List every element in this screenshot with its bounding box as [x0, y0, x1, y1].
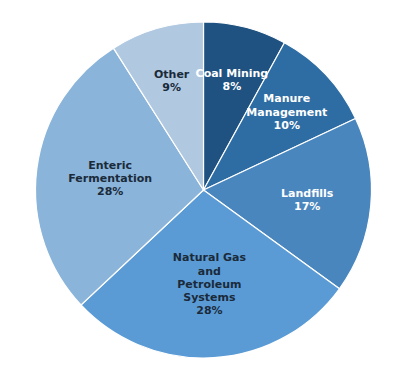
category-label-line: Manure	[263, 92, 310, 105]
category-label: ManureManagement	[246, 92, 327, 118]
category-label: EntericFermentation	[68, 159, 152, 185]
slice-label: EntericFermentation28%	[68, 159, 152, 198]
category-label-line: Fermentation	[68, 172, 152, 185]
value-label: 9%	[162, 81, 181, 94]
value-label: 8%	[223, 80, 242, 93]
slice-label: Natural GasandPetroleumSystems28%	[173, 251, 247, 317]
category-label: Coal Mining	[196, 67, 269, 80]
category-label-line: Natural Gas	[173, 251, 247, 264]
pie-chart: Coal Mining8%ManureManagement10%Landfill…	[0, 0, 407, 380]
slice-label: Other9%	[154, 68, 190, 94]
category-label-line: Other	[154, 68, 190, 81]
value-label: 28%	[196, 304, 222, 317]
slice-label: ManureManagement10%	[246, 92, 327, 131]
slice-label: Landfills17%	[281, 187, 334, 213]
category-label: Landfills	[281, 187, 334, 200]
category-label-line: Petroleum	[177, 278, 241, 291]
slice-label: Coal Mining8%	[196, 67, 269, 93]
category-label-line: Coal Mining	[196, 67, 269, 80]
chart-container: Coal Mining8%ManureManagement10%Landfill…	[0, 0, 407, 380]
category-label-line: Landfills	[281, 187, 334, 200]
category-label-line: Systems	[183, 291, 236, 304]
value-label: 17%	[294, 200, 320, 213]
category-label: Other	[154, 68, 190, 81]
category-label-line: and	[198, 265, 221, 278]
category-label-line: Enteric	[88, 159, 132, 172]
category-label-line: Management	[246, 106, 327, 119]
value-label: 28%	[97, 185, 123, 198]
value-label: 10%	[274, 119, 300, 132]
labels: Coal Mining8%ManureManagement10%Landfill…	[68, 67, 334, 318]
pie-slice	[35, 48, 203, 305]
category-label: Natural GasandPetroleumSystems	[173, 251, 247, 304]
slices	[35, 22, 371, 358]
